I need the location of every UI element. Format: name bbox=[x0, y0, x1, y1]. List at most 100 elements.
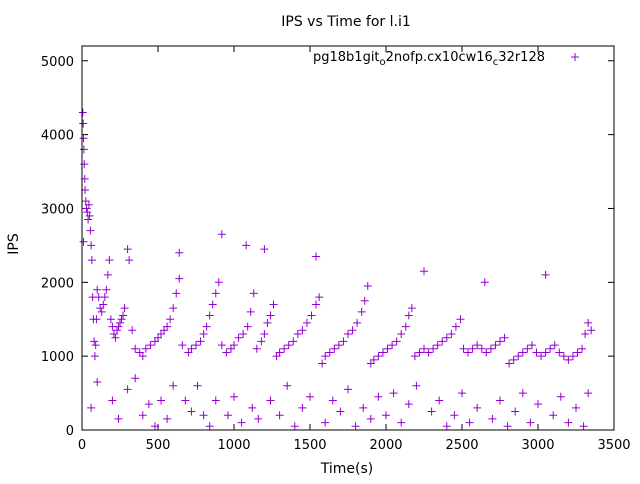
data-point bbox=[549, 411, 558, 420]
data-point bbox=[87, 256, 96, 265]
data-point bbox=[125, 256, 134, 265]
data-point bbox=[266, 311, 275, 320]
data-point bbox=[328, 396, 337, 405]
data-point bbox=[407, 304, 416, 313]
data-point bbox=[318, 359, 327, 368]
legend-label-part: pg18b1git bbox=[313, 50, 380, 65]
data-point bbox=[230, 341, 238, 350]
data-point bbox=[568, 352, 577, 361]
data-point bbox=[248, 403, 257, 412]
data-point bbox=[146, 341, 155, 350]
x-tick-label: 2000 bbox=[369, 438, 402, 453]
data-point bbox=[464, 348, 473, 357]
data-point bbox=[336, 407, 345, 416]
data-point bbox=[344, 330, 352, 338]
x-tick-label: 3000 bbox=[521, 438, 554, 453]
data-point bbox=[211, 289, 220, 298]
data-point bbox=[205, 311, 214, 320]
data-point bbox=[85, 211, 94, 220]
data-point bbox=[473, 403, 482, 412]
data-point bbox=[157, 396, 166, 405]
legend: pg18b1gito2nofp.cx10cw16c32r128 bbox=[313, 50, 579, 68]
y-tick-label: 4000 bbox=[41, 129, 74, 144]
data-point bbox=[222, 348, 231, 357]
data-point bbox=[389, 389, 398, 398]
data-point bbox=[97, 307, 106, 316]
legend-label-part: 2nofp.cx10cw16 bbox=[386, 50, 493, 65]
data-point bbox=[93, 285, 102, 294]
data-point bbox=[260, 245, 269, 254]
data-point bbox=[99, 300, 108, 309]
data-point bbox=[298, 326, 307, 335]
data-point bbox=[193, 381, 202, 390]
data-point bbox=[351, 422, 360, 431]
data-point bbox=[78, 108, 87, 117]
data-point bbox=[325, 348, 334, 357]
data-point bbox=[427, 407, 436, 416]
data-point bbox=[166, 315, 175, 324]
data-point bbox=[138, 352, 147, 361]
data-point bbox=[234, 333, 243, 342]
data-point bbox=[420, 344, 428, 353]
data-point bbox=[79, 145, 88, 154]
data-point bbox=[491, 341, 500, 350]
data-point bbox=[579, 422, 588, 431]
data-point bbox=[559, 352, 568, 361]
data-point bbox=[263, 318, 272, 327]
y-tick-label: 0 bbox=[66, 424, 74, 439]
legend-marker-symbol bbox=[571, 53, 579, 61]
data-point bbox=[429, 344, 438, 353]
data-point bbox=[312, 300, 321, 309]
data-point bbox=[488, 414, 497, 423]
data-point bbox=[108, 396, 117, 405]
data-point bbox=[86, 226, 95, 235]
legend-label-part: 32r128 bbox=[498, 50, 545, 65]
data-point bbox=[128, 326, 137, 335]
data-point bbox=[163, 322, 172, 331]
data-point bbox=[315, 293, 324, 302]
data-point bbox=[572, 403, 580, 412]
data-point bbox=[360, 296, 369, 305]
data-point bbox=[283, 381, 292, 390]
data-point bbox=[175, 274, 184, 283]
data-point bbox=[257, 337, 266, 346]
data-point bbox=[223, 411, 232, 420]
data-point bbox=[269, 300, 278, 309]
data-point bbox=[141, 344, 150, 353]
data-point bbox=[205, 422, 214, 431]
data-point bbox=[187, 407, 196, 416]
data-point bbox=[123, 385, 132, 394]
data-point bbox=[217, 341, 226, 350]
data-point bbox=[83, 208, 92, 217]
data-point bbox=[243, 322, 252, 331]
data-point bbox=[486, 344, 495, 353]
data-point bbox=[473, 341, 482, 350]
data-point bbox=[114, 414, 123, 423]
data-point bbox=[84, 215, 93, 224]
data-point bbox=[397, 330, 406, 338]
data-point bbox=[374, 392, 383, 401]
data-point bbox=[199, 411, 208, 420]
data-point bbox=[266, 396, 275, 405]
data-point bbox=[505, 359, 514, 368]
data-point bbox=[465, 418, 474, 427]
data-point bbox=[79, 237, 88, 246]
data-point bbox=[90, 337, 99, 346]
data-point bbox=[353, 318, 362, 327]
data-point bbox=[321, 418, 330, 427]
data-point bbox=[556, 392, 565, 401]
data-point bbox=[178, 341, 187, 350]
data-point bbox=[196, 337, 205, 346]
data-point bbox=[87, 241, 96, 250]
data-point bbox=[131, 374, 140, 383]
data-point bbox=[363, 282, 372, 290]
data-point bbox=[230, 392, 238, 401]
data-point bbox=[500, 333, 509, 342]
data-point bbox=[87, 403, 96, 412]
data-point bbox=[150, 422, 159, 431]
x-tick-label: 2500 bbox=[445, 438, 478, 453]
legend-marker bbox=[571, 53, 579, 61]
data-point bbox=[208, 300, 217, 309]
data-point bbox=[321, 352, 330, 361]
